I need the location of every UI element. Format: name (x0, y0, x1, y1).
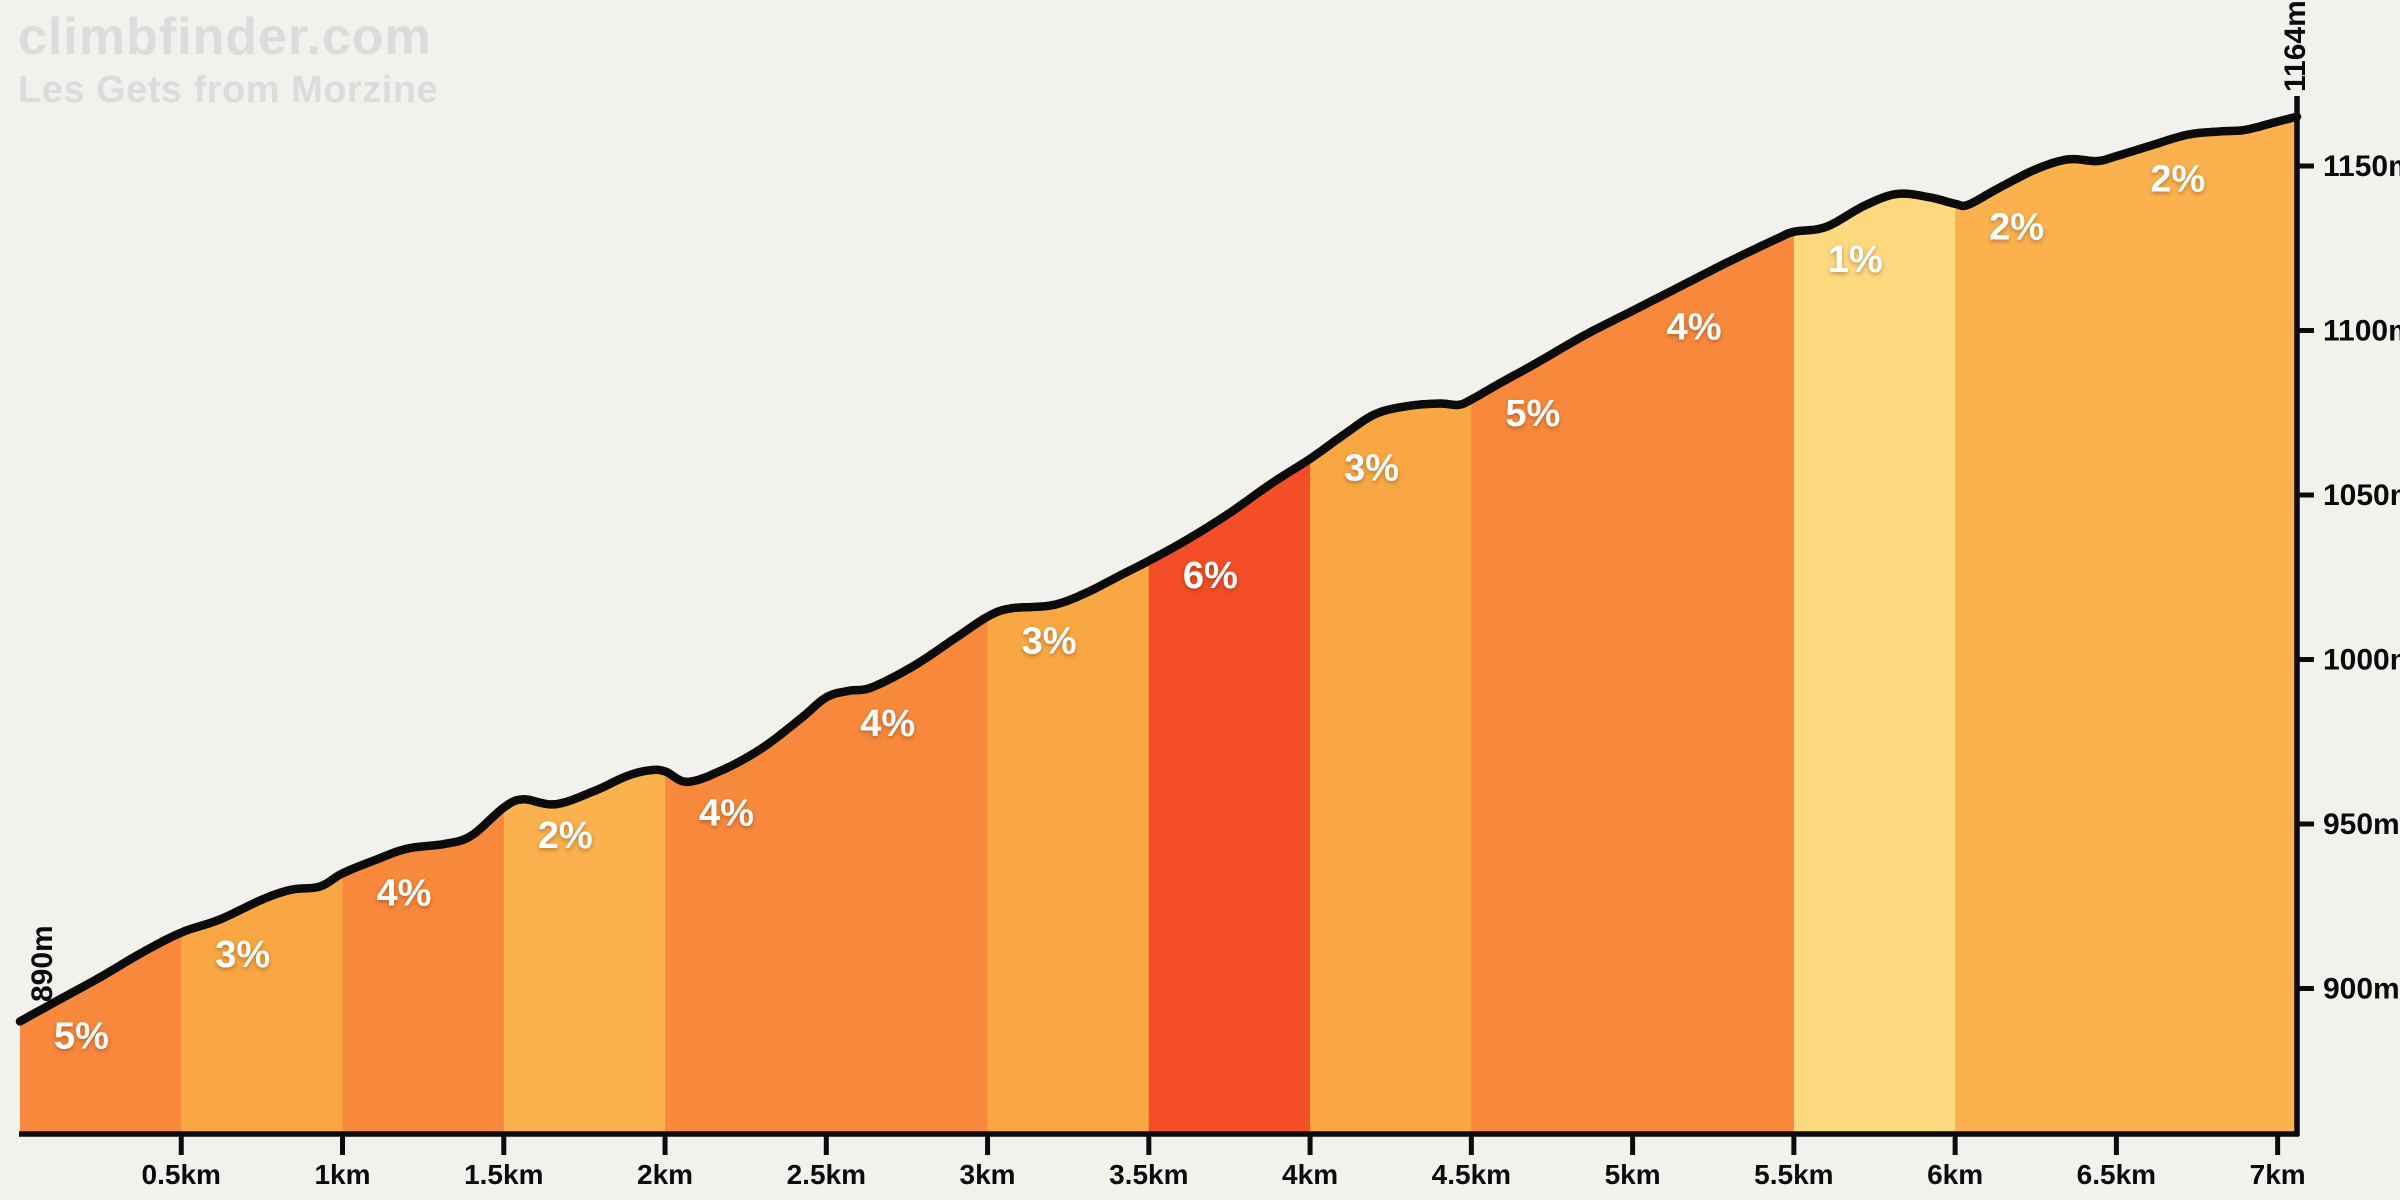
x-tick-label-5km: 5km (1605, 1159, 1661, 1190)
gradient-label-5.5km: 1% (1828, 239, 1883, 281)
gradient-label-6.5km: 2% (2150, 159, 2205, 201)
segment-fill-5km-5.5km (1632, 231, 1795, 1135)
y-tick-label-1050m: 1050m (2323, 479, 2400, 512)
x-tick-label-3km: 3km (960, 1159, 1016, 1190)
segment-fill-1.5km-2km (503, 769, 666, 1134)
x-tick-label-2km: 2km (637, 1159, 693, 1190)
x-tick-label-0.5km: 0.5km (142, 1159, 221, 1190)
climb-name: Les Gets from Morzine (18, 68, 439, 111)
start-elevation-label: 890m (26, 925, 59, 1002)
x-tick-label-3.5km: 3.5km (1109, 1159, 1188, 1190)
gradient-label-2km: 4% (699, 793, 754, 835)
segment-fill-6.5km-7km (2116, 116, 2297, 1134)
gradient-label-4km: 3% (1344, 448, 1399, 490)
segment-fill-6km-6.5km (1955, 155, 2118, 1135)
x-tick-label-1km: 1km (314, 1159, 370, 1190)
gradient-label-2.5km: 4% (860, 703, 915, 745)
x-tick-label-1.5km: 1.5km (464, 1159, 543, 1190)
summit-elevation-label: 1164m (2279, 0, 2312, 92)
x-tick-label-4.5km: 4.5km (1432, 1159, 1511, 1190)
segment-fill-0km-0.5km (20, 932, 183, 1134)
x-tick-label-6km: 6km (1927, 1159, 1983, 1190)
y-tick-label-900m: 900m (2323, 973, 2400, 1006)
y-tick-label-1000m: 1000m (2323, 644, 2400, 677)
segment-fill-2km-2.5km (665, 696, 828, 1134)
segment-fill-0.5km-1km (181, 872, 344, 1134)
x-tick-label-4km: 4km (1282, 1159, 1338, 1190)
site-title: climbfinder.com (18, 8, 432, 66)
x-tick-label-2.5km: 2.5km (787, 1159, 866, 1190)
segment-fill-4km-4.5km (1310, 399, 1473, 1135)
segment-fill-1km-1.5km (342, 806, 505, 1134)
segment-fill-3km-3.5km (987, 560, 1150, 1134)
y-tick-label-1150m: 1150m (2323, 150, 2400, 183)
segment-fill-4.5km-5km (1471, 310, 1634, 1134)
y-tick-label-950m: 950m (2323, 808, 2400, 841)
gradient-label-1km: 4% (377, 873, 432, 915)
gradient-label-4.5km: 5% (1505, 393, 1560, 435)
segment-fill-3.5km-4km (1148, 458, 1312, 1135)
elevation-profile-line (15, 112, 2302, 1026)
gradient-label-0km: 5% (54, 1016, 109, 1058)
gradient-label-0.5km: 3% (215, 934, 270, 976)
gradient-label-1.5km: 2% (538, 815, 593, 857)
x-tick-label-6.5km: 6.5km (2077, 1159, 2156, 1190)
gradient-label-3km: 3% (1022, 620, 1077, 662)
y-tick-label-1100m: 1100m (2323, 315, 2400, 348)
x-tick-label-5.5km: 5.5km (1754, 1159, 1833, 1190)
gradient-label-5km: 4% (1667, 306, 1722, 348)
x-tick-label-7km: 7km (2250, 1159, 2306, 1190)
gradient-label-6km: 2% (1989, 206, 2044, 248)
title-block: climbfinder.com Les Gets from Morzine (18, 10, 438, 110)
segment-fill-5.5km-6km (1793, 193, 1957, 1135)
gradient-label-3.5km: 6% (1183, 555, 1238, 597)
segment-fill-2.5km-3km (826, 616, 989, 1134)
